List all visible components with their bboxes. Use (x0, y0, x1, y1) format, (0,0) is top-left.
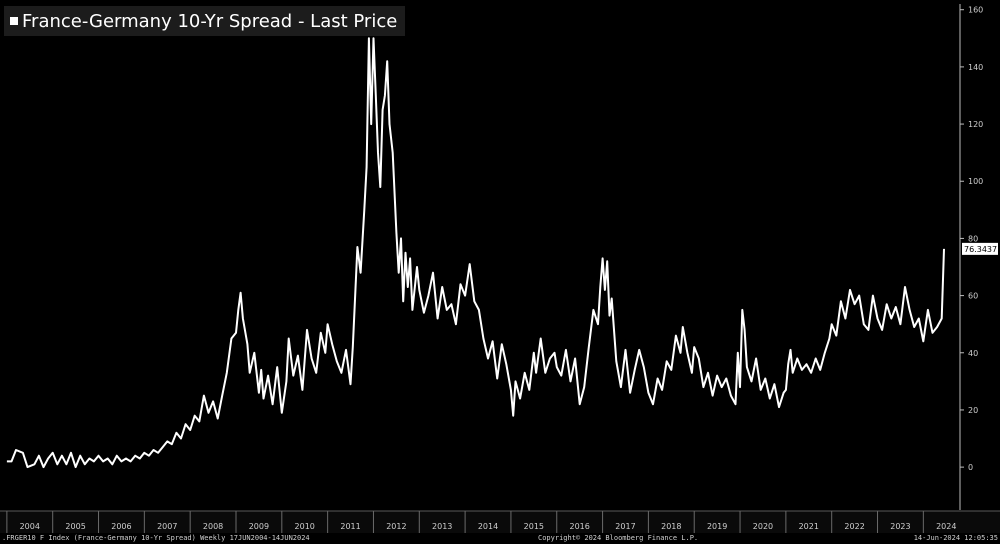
x-tick-label: 2009 (249, 522, 269, 531)
x-tick-label: 2018 (661, 522, 681, 531)
chart-title: France-Germany 10-Yr Spread - Last Price (22, 10, 398, 32)
y-tick-label: 60 (968, 292, 978, 301)
timestamp-text: 14-Jun-2024 12:05:35 (913, 534, 998, 542)
copyright-text: Copyright© 2024 Bloomberg Finance L.P. (538, 534, 699, 542)
last-value-box (962, 242, 998, 255)
x-tick-label: 2017 (615, 522, 635, 531)
x-tick-label: 2013 (432, 522, 452, 531)
chart-title-box: France-Germany 10-Yr Spread - Last Price (4, 6, 406, 36)
y-tick-label: 40 (968, 349, 978, 358)
y-tick-label: 140 (968, 63, 983, 72)
last-value-label: 76.3437 (964, 245, 997, 254)
x-tick-label: 2021 (799, 522, 819, 531)
x-tick-label: 2022 (844, 522, 864, 531)
x-tick-label: 2006 (111, 522, 131, 531)
x-tick-label: 2010 (295, 522, 315, 531)
x-tick-label: 2024 (936, 522, 956, 531)
y-tick-label: 80 (968, 234, 978, 243)
x-tick-label: 2007 (157, 522, 177, 531)
legend-square-icon (10, 17, 18, 25)
x-tick-label: 2012 (386, 522, 406, 531)
y-tick-label: 0 (968, 463, 973, 472)
x-tick-label: 2008 (203, 522, 223, 531)
index-info: .FRGER10 F Index (France-Germany 10-Yr S… (2, 534, 310, 542)
y-tick-label: 120 (968, 120, 983, 129)
x-tick-label: 2005 (65, 522, 85, 531)
x-tick-label: 2011 (340, 522, 360, 531)
x-tick-label: 2020 (753, 522, 773, 531)
x-tick-label: 2004 (20, 522, 40, 531)
x-axis-band (0, 511, 1000, 533)
x-tick-label: 2019 (707, 522, 727, 531)
x-tick-label: 2015 (524, 522, 544, 531)
x-tick-label: 2023 (890, 522, 910, 531)
y-tick-label: 20 (968, 406, 978, 415)
series-line (6, 37, 945, 469)
y-tick-label: 100 (968, 177, 983, 186)
y-tick-label: 160 (968, 6, 983, 15)
footer-bar: .FRGER10 F Index (France-Germany 10-Yr S… (0, 533, 1000, 544)
x-tick-label: 2014 (478, 522, 498, 531)
x-tick-label: 2016 (569, 522, 589, 531)
